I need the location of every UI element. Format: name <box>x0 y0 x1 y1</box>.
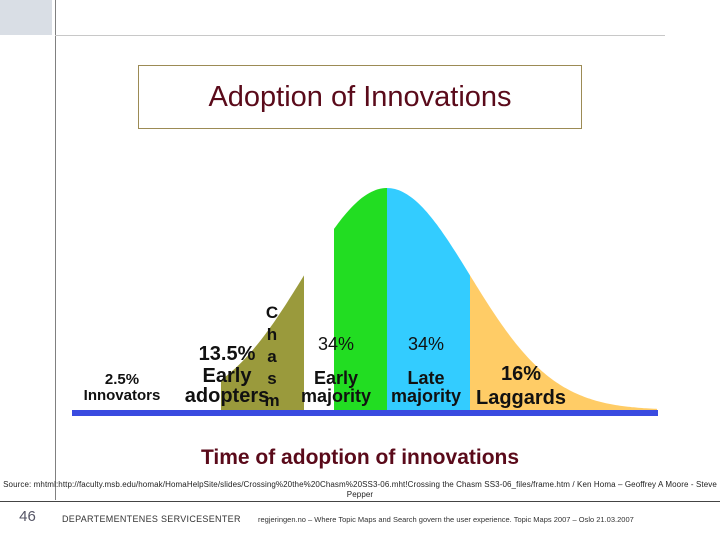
segment-area-3 <box>334 188 387 410</box>
segment-label-2-2: a <box>267 347 277 366</box>
segment-label-4-0: 34% <box>408 334 444 354</box>
source-citation: Source: mhtml:http://faculty.msb.edu/hom… <box>3 480 717 499</box>
segment-label-3-2: majority <box>301 386 371 406</box>
segment-label-2-1: h <box>267 325 277 344</box>
page-number: 46 <box>19 508 36 525</box>
segment-label-1-2: adopters <box>185 385 269 407</box>
segment-area-0 <box>88 380 221 410</box>
segment-label-4-1: Late <box>407 368 444 388</box>
x-axis-label: Time of adoption of innovations <box>200 446 520 469</box>
segment-label-2-0: C <box>266 303 278 322</box>
segment-label-5-1: Laggards <box>476 387 566 409</box>
segment-label-1-1: Early <box>203 365 253 387</box>
segment-label-0-1: Innovators <box>84 387 161 404</box>
organization-name: DEPARTEMENTENES SERVICESENTER <box>62 514 241 524</box>
segment-label-1-0: 13.5% <box>199 343 256 365</box>
segment-area-2 <box>304 228 334 410</box>
segment-label-4-2: majority <box>391 386 461 406</box>
chart-title: Adoption of Innovations <box>138 65 582 129</box>
segment-area-1 <box>221 275 304 410</box>
segment-label-0-0: 2.5% <box>105 371 139 388</box>
slide-left-rule <box>55 0 56 500</box>
segment-label-2-3: s <box>267 369 276 388</box>
segment-label-3-0: 34% <box>318 334 354 354</box>
footer-text: regjeringen.no – Where Topic Maps and Se… <box>258 515 634 524</box>
slide-corner-box <box>0 0 52 35</box>
segment-area-4 <box>387 188 470 410</box>
x-axis-line <box>72 410 658 416</box>
segment-area-5 <box>470 275 657 410</box>
segment-label-5-0: 16% <box>501 363 541 385</box>
footer-divider <box>0 501 720 502</box>
slide-top-rule <box>55 35 665 36</box>
segment-label-2-4: m <box>264 391 279 410</box>
segment-label-3-1: Early <box>314 368 358 388</box>
